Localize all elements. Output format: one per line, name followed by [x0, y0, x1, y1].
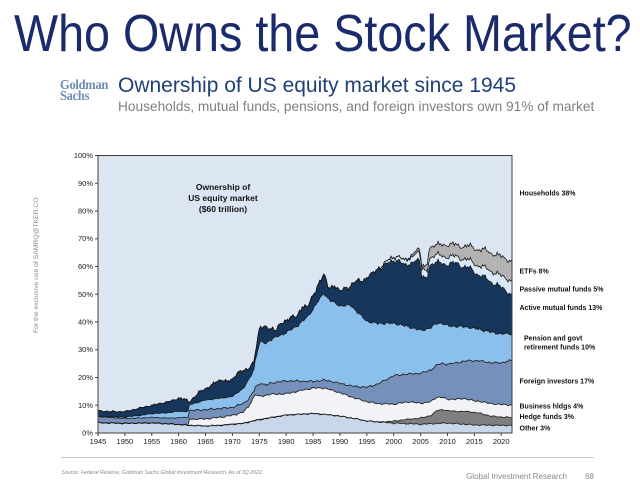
svg-text:1990: 1990	[332, 437, 349, 446]
svg-text:0%: 0%	[82, 429, 93, 438]
svg-text:1960: 1960	[170, 437, 187, 446]
svg-text:40%: 40%	[78, 318, 93, 327]
svg-text:2010: 2010	[439, 437, 456, 446]
svg-text:retirement funds 10%: retirement funds 10%	[524, 345, 596, 352]
svg-text:100%: 100%	[74, 151, 94, 160]
svg-text:2015: 2015	[466, 437, 483, 446]
svg-text:50%: 50%	[78, 290, 93, 299]
svg-text:($60 trillion): ($60 trillion)	[199, 204, 247, 214]
svg-text:1945: 1945	[90, 437, 107, 446]
svg-text:60%: 60%	[78, 262, 93, 271]
svg-text:Ownership of: Ownership of	[196, 182, 250, 192]
svg-text:2000: 2000	[385, 437, 402, 446]
svg-text:Hedge funds 3%: Hedge funds 3%	[520, 414, 575, 421]
svg-text:70%: 70%	[78, 234, 93, 243]
svg-text:1980: 1980	[278, 437, 295, 446]
svg-text:2005: 2005	[412, 437, 429, 446]
svg-text:1975: 1975	[251, 437, 268, 446]
svg-text:ETFs 8%: ETFs 8%	[520, 269, 550, 276]
svg-text:Passive mutual funds 5%: Passive mutual funds 5%	[520, 287, 605, 294]
svg-text:1950: 1950	[117, 437, 134, 446]
svg-text:Pension and govt: Pension and govt	[524, 336, 583, 343]
svg-text:Other 3%: Other 3%	[520, 426, 552, 433]
svg-text:US equity market: US equity market	[188, 193, 258, 203]
svg-text:Foreign investors 17%: Foreign investors 17%	[520, 379, 595, 386]
svg-text:30%: 30%	[78, 345, 93, 354]
svg-text:80%: 80%	[78, 207, 93, 216]
svg-text:90%: 90%	[78, 179, 93, 188]
svg-text:1995: 1995	[358, 437, 375, 446]
svg-text:2020: 2020	[493, 437, 510, 446]
svg-text:1955: 1955	[143, 437, 160, 446]
svg-text:1965: 1965	[197, 437, 214, 446]
svg-text:Active mutual funds 13%: Active mutual funds 13%	[520, 305, 604, 312]
svg-text:10%: 10%	[78, 401, 93, 410]
svg-text:20%: 20%	[78, 373, 93, 382]
svg-text:1985: 1985	[305, 437, 322, 446]
svg-text:Business hldgs 4%: Business hldgs 4%	[520, 404, 585, 411]
svg-text:1970: 1970	[224, 437, 241, 446]
svg-text:Households 38%: Households 38%	[520, 191, 577, 198]
